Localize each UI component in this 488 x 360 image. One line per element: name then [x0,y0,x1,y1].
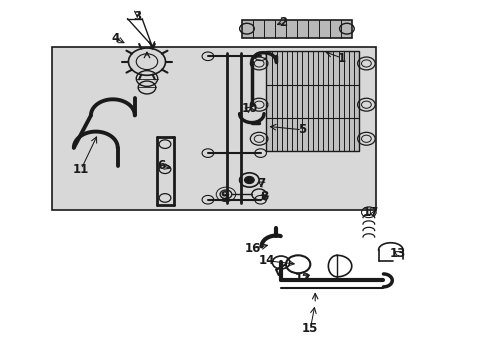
Text: 14: 14 [258,254,274,267]
Bar [266,51,358,151]
Text: 12: 12 [294,272,310,285]
Text: 5: 5 [297,123,305,136]
Bar [242,20,351,38]
Polygon shape [52,47,375,211]
Text: 11: 11 [73,163,89,176]
Text: 17: 17 [363,206,379,219]
Text: 4: 4 [111,32,119,45]
Text: 2: 2 [279,16,287,29]
Text: 13: 13 [389,247,406,260]
Text: 6: 6 [157,159,165,172]
Text: 1: 1 [337,51,346,64]
Text: 7: 7 [257,177,265,190]
Circle shape [244,176,254,184]
Text: 9: 9 [221,190,229,203]
Text: 10: 10 [241,102,257,115]
Text: 15: 15 [302,322,318,335]
Text: 16: 16 [244,242,261,255]
Text: 3: 3 [133,10,141,23]
Text: 8: 8 [259,190,267,203]
